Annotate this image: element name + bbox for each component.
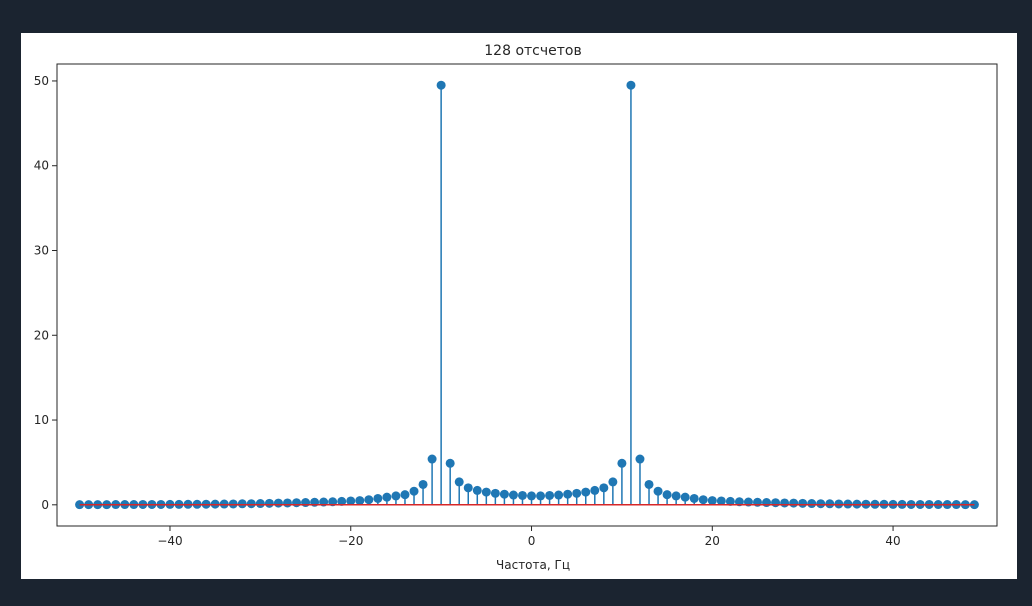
stem-marker — [445, 458, 455, 468]
stem-marker — [255, 499, 265, 509]
stem-marker — [264, 498, 274, 508]
stem-marker — [834, 499, 844, 509]
stem-marker — [581, 487, 591, 497]
stem-marker — [545, 490, 555, 500]
markers-layer — [75, 80, 979, 510]
stem-marker — [707, 496, 717, 506]
y-axis-ticks: 0 10 20 30 40 50 — [34, 74, 57, 512]
x-axis-ticks: −40 −20 0 20 40 — [157, 526, 901, 548]
stem-marker — [301, 498, 311, 508]
stem-marker — [273, 498, 283, 508]
stem-marker — [608, 477, 618, 487]
x-axis-label: Частота, Гц — [496, 558, 570, 572]
stem-marker — [246, 499, 256, 509]
y-tick-label: 10 — [34, 413, 49, 427]
y-tick-label: 0 — [41, 498, 49, 512]
stem-marker — [798, 498, 808, 508]
stem-marker — [563, 489, 573, 499]
stem-marker — [716, 496, 726, 506]
stem-marker — [490, 488, 500, 498]
stem-marker — [228, 499, 238, 509]
stem-marker — [590, 485, 600, 495]
axes-frame — [56, 63, 998, 527]
stem-marker — [237, 499, 247, 509]
stem-marker — [807, 499, 817, 509]
stem-marker — [689, 493, 699, 503]
stem-marker — [400, 490, 410, 500]
stem-marker — [409, 486, 419, 496]
stems-layer — [78, 85, 976, 505]
stem-marker — [508, 490, 518, 500]
stem-marker — [653, 486, 663, 496]
stem-marker — [463, 483, 473, 493]
stem-marker — [671, 491, 681, 501]
stem-marker — [789, 498, 799, 508]
stem-marker — [734, 497, 744, 507]
stem-marker — [635, 454, 645, 464]
chart-title: 128 отсчетов — [484, 43, 581, 59]
stem-marker — [680, 492, 690, 502]
stem-marker — [346, 496, 356, 506]
stem-marker — [391, 491, 401, 501]
stem-marker — [572, 488, 582, 498]
y-tick-label: 40 — [34, 159, 49, 173]
stem-marker — [536, 491, 546, 501]
stem-marker — [644, 479, 654, 489]
stem-marker — [282, 498, 292, 508]
stem-marker — [355, 496, 365, 506]
stem-marker — [762, 498, 772, 508]
y-tick-label: 20 — [34, 328, 49, 342]
stem-marker — [843, 499, 853, 509]
stem-marker — [816, 499, 826, 509]
stem-marker — [382, 492, 392, 502]
stem-marker — [418, 479, 428, 489]
stem-chart: 128 отсчетов −40 −20 0 20 40 0 10 20 30 40 50 Час… — [34, 43, 998, 572]
stem-marker — [825, 499, 835, 509]
stem-marker — [499, 489, 509, 499]
stem-marker — [698, 495, 708, 505]
y-tick-label: 30 — [34, 243, 49, 257]
stem-marker — [626, 80, 636, 90]
x-tick-label: −40 — [157, 534, 182, 548]
stem-marker — [771, 498, 781, 508]
stem-marker — [436, 80, 446, 90]
stem-marker — [599, 483, 609, 493]
stem-marker — [472, 485, 482, 495]
x-tick-label: 40 — [885, 534, 900, 548]
x-tick-label: 20 — [705, 534, 720, 548]
stem-marker — [481, 487, 491, 497]
stem-marker — [517, 490, 527, 500]
stem-marker — [373, 493, 383, 503]
stem-marker — [427, 454, 437, 464]
stem-marker — [364, 495, 374, 505]
stem-marker — [328, 497, 338, 507]
stem-marker — [554, 490, 564, 500]
stem-marker — [527, 491, 537, 501]
stem-marker — [292, 498, 302, 508]
stem-marker — [337, 496, 347, 506]
stem-marker — [219, 499, 229, 509]
y-tick-label: 50 — [34, 74, 49, 88]
stem-marker — [725, 496, 735, 506]
stem-marker — [662, 490, 672, 500]
x-tick-label: 0 — [528, 534, 536, 548]
stem-marker — [780, 498, 790, 508]
x-tick-label: −20 — [338, 534, 363, 548]
stem-marker — [454, 477, 464, 487]
stem-marker — [617, 458, 627, 468]
figure: 128 отсчетов −40 −20 0 20 40 0 10 20 30 40 50 Час… — [21, 33, 1017, 579]
